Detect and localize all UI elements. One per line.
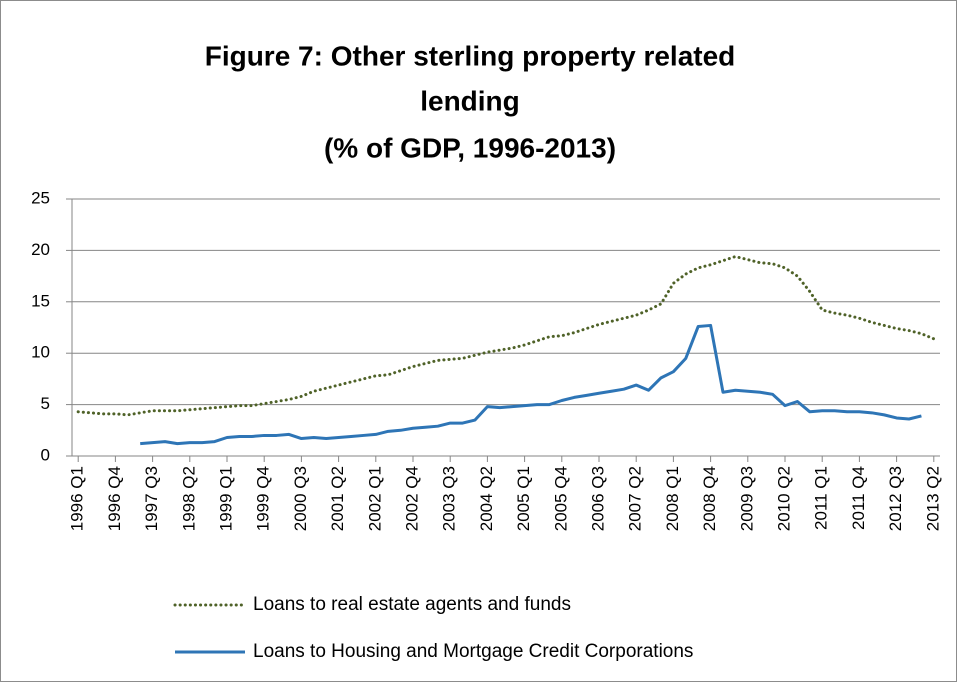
x-tick-label: 2011 Q1	[812, 466, 831, 530]
x-tick-label: 2013 Q2	[923, 466, 942, 531]
x-tick-label: 2002 Q1	[365, 466, 384, 531]
x-tick-label: 2004 Q2	[477, 466, 496, 531]
chart-title: (% of GDP, 1996-2013)	[324, 132, 616, 163]
x-tick-label: 1996 Q4	[105, 466, 124, 531]
x-tick-label: 2001 Q2	[328, 466, 347, 531]
x-tick-label: 2009 Q3	[737, 466, 756, 531]
x-tick-label: 2000 Q3	[291, 466, 310, 531]
y-tick-label: 15	[31, 291, 50, 310]
x-tick-label: 2005 Q4	[551, 466, 570, 531]
y-tick-label: 25	[31, 188, 50, 207]
x-tick-label: 2010 Q2	[774, 466, 793, 531]
y-tick-label: 10	[31, 343, 50, 362]
chart-title: lending	[420, 85, 520, 116]
y-tick-label: 0	[41, 445, 50, 464]
x-tick-label: 2007 Q2	[626, 466, 645, 531]
x-tick-label: 2002 Q4	[402, 466, 421, 531]
x-tick-label: 2006 Q3	[588, 466, 607, 531]
legend-label: Loans to Housing and Mortgage Credit Cor…	[253, 641, 693, 662]
y-tick-label: 5	[41, 394, 50, 413]
x-tick-label: 1999 Q4	[254, 466, 273, 531]
x-tick-label: 2008 Q4	[700, 466, 719, 531]
x-tick-label: 2008 Q1	[663, 466, 682, 531]
x-tick-label: 2012 Q3	[886, 466, 905, 531]
x-tick-label: 1998 Q2	[179, 466, 198, 531]
x-tick-label: 1996 Q1	[68, 466, 87, 531]
chart-title: Figure 7: Other sterling property relate…	[205, 40, 736, 71]
x-tick-label: 1999 Q1	[216, 466, 235, 531]
legend-label: Loans to real estate agents and funds	[253, 594, 571, 615]
y-tick-label: 20	[31, 240, 50, 259]
data-line	[140, 323, 922, 446]
x-tick-label: 1997 Q3	[142, 466, 161, 531]
data-line	[76, 255, 936, 417]
x-tick-label: 2005 Q1	[514, 466, 533, 531]
x-tick-label: 2011 Q4	[849, 466, 868, 530]
x-tick-label: 2003 Q3	[440, 466, 459, 531]
